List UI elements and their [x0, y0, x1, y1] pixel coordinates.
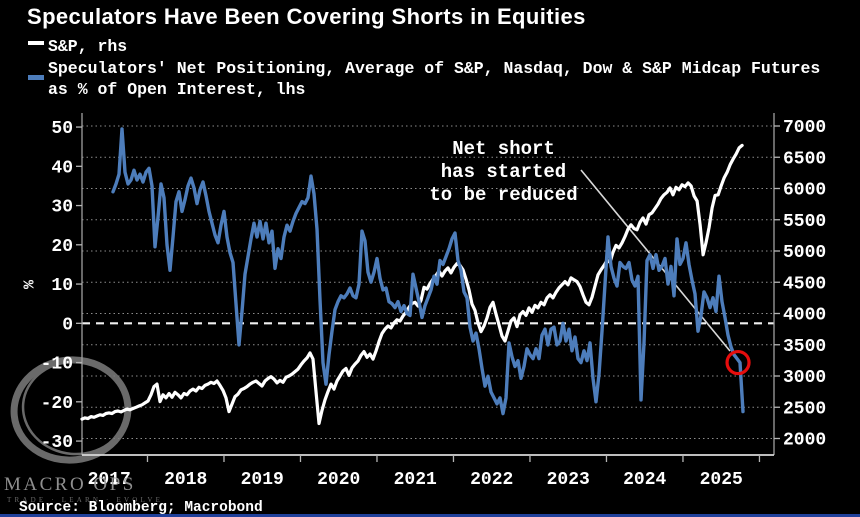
x-axis-year-label: 2018 [164, 470, 207, 490]
legend-label-speculators-line1: Speculators' Net Positioning, Average of… [48, 59, 821, 78]
annotation-line-1: Net short [452, 138, 555, 160]
right-axis-tick-label: 6500 [783, 149, 826, 169]
bottom-accent-bar [0, 514, 860, 517]
right-axis-tick-label: 2500 [783, 399, 826, 419]
chart-title: Speculators Have Been Covering Shorts in… [27, 4, 586, 29]
right-axis-tick-label: 5500 [783, 212, 826, 232]
right-axis-tick-label: 6000 [783, 181, 826, 201]
legend-swatch-sp [28, 41, 44, 45]
left-axis-tick-label: -10 [41, 355, 73, 375]
annotation-text: Net short has started to be reduced [396, 138, 611, 207]
watermark-brand: MACRO OPS [4, 474, 136, 495]
right-axis-tick-label: 2000 [783, 431, 826, 451]
speculators-line [111, 127, 745, 416]
watermark-tagline: TRADE · LEARN · EVOLVE [7, 496, 164, 504]
x-axis-year-label: 2019 [241, 470, 284, 490]
right-axis-tick-label: 4000 [783, 306, 826, 326]
left-axis-tick-label: 50 [51, 119, 73, 139]
right-axis-tick-label: 5000 [783, 243, 826, 263]
left-axis-tick-label: 40 [51, 158, 73, 178]
left-axis-tick-label: -30 [41, 433, 73, 453]
legend-label-speculators-line2: as % of Open Interest, lhs [48, 80, 306, 99]
gridlines-group [82, 125, 774, 439]
axis-labels-group: 50 40 30 20 10 0 -10 -20 -30 7000 6500 6000 5500 5000… [41, 118, 827, 490]
annotation-line-2: has started [440, 161, 567, 183]
x-axis-year-label: 2023 [547, 470, 590, 490]
left-axis-tick-label: 30 [51, 198, 73, 218]
source-attribution: Source: Bloomberg; Macrobond [19, 500, 263, 516]
right-axis-tick-label: 4500 [783, 274, 826, 294]
left-axis-tick-label: 0 [62, 315, 73, 335]
right-axis-tick-label: 7000 [783, 118, 826, 138]
x-axis-year-label: 2024 [623, 470, 666, 490]
left-axis-tick-label: -20 [41, 394, 73, 414]
x-axis-year-label: 2025 [700, 470, 743, 490]
left-axis-tick-label: 20 [51, 237, 73, 257]
highlight-circle [725, 349, 751, 376]
x-axis-year-label: 2022 [470, 470, 513, 490]
legend-label-sp: S&P, rhs [48, 37, 128, 56]
x-axis-year-label: 2021 [394, 470, 437, 490]
annotation-line-3: to be reduced [429, 184, 578, 206]
series-group [80, 127, 745, 426]
x-axis-year-label: 2020 [317, 470, 360, 490]
right-axis-tick-label: 3000 [783, 368, 826, 388]
right-axis-tick-label: 3500 [783, 337, 826, 357]
left-axis-tick-label: 10 [51, 276, 73, 296]
x-axis-year-label: 2017 [88, 470, 131, 490]
legend-label-speculators: Speculators' Net Positioning, Average of… [48, 58, 820, 100]
highlight-group [725, 349, 751, 376]
legend-swatch-speculators [28, 75, 44, 80]
axis-ticks-group [76, 125, 780, 462]
